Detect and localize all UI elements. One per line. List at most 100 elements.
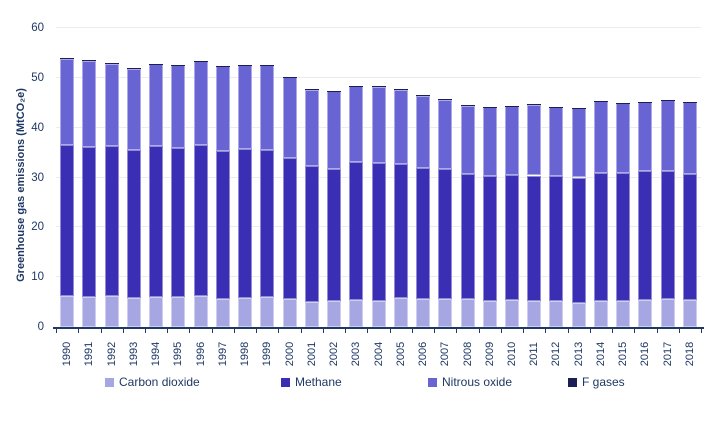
bar-1996-nitrous-oxide [193, 61, 208, 146]
bar-2009-f-gases [482, 106, 497, 108]
x-axis-tick [211, 329, 213, 333]
bar-2007-f-gases [438, 99, 453, 100]
bar-1997-nitrous-oxide [215, 66, 230, 152]
y-tick-label-50: 50 [31, 71, 44, 84]
bar-2001-nitrous-oxide [304, 89, 319, 166]
x-axis-year-label-1999: 1999 [261, 341, 274, 367]
bar-1999-nitrous-oxide [260, 65, 275, 151]
bar-1993-carbon-dioxide [126, 297, 141, 327]
x-axis-tick [278, 329, 280, 333]
bar-1995-f-gases [171, 64, 186, 66]
bar-1996-f-gases [193, 60, 208, 62]
legend-swatch-carbon-dioxide [105, 377, 114, 387]
bar-1995-methane [171, 148, 186, 297]
legend-label-carbon-dioxide: Carbon dioxide [119, 375, 200, 389]
legend-item-nitrous-oxide: Nitrous oxide [428, 375, 512, 389]
bar-2003-carbon-dioxide [349, 299, 364, 327]
bar-1999-f-gases [260, 64, 275, 66]
bar-2013-f-gases [571, 107, 586, 109]
x-axis-tick [100, 329, 102, 333]
bar-2013-carbon-dioxide [571, 302, 586, 327]
bar-2005-nitrous-oxide [393, 89, 408, 164]
legend-label-methane: Methane [295, 375, 342, 389]
bar-1996-methane [193, 145, 208, 296]
bar-2010-methane [504, 175, 519, 300]
x-axis-year-label-1998: 1998 [239, 341, 252, 367]
legend-swatch-nitrous-oxide [428, 377, 437, 387]
x-axis-tick [434, 329, 436, 333]
x-axis-year-label-2003: 2003 [350, 341, 363, 367]
bar-2012-f-gases [549, 106, 564, 108]
bar-2016-f-gases [638, 101, 653, 103]
bar-2018-nitrous-oxide [682, 102, 697, 174]
bar-2018-methane [682, 173, 697, 300]
bar-2000-carbon-dioxide [282, 299, 297, 327]
bar-2011-carbon-dioxide [527, 300, 542, 327]
x-axis-year-label-2009: 2009 [483, 341, 496, 367]
bar-2002-nitrous-oxide [327, 91, 341, 169]
legend-label-f-gases: F gases [582, 375, 625, 389]
bar-1994-methane [149, 146, 164, 297]
legend-swatch-methane [281, 377, 290, 387]
bar-2015-nitrous-oxide [616, 103, 631, 173]
bar-2004-methane [371, 163, 386, 301]
x-axis-tick [56, 329, 57, 333]
bar-2008-nitrous-oxide [460, 105, 475, 174]
bar-2014-carbon-dioxide [593, 300, 608, 327]
y-tick-label-40: 40 [31, 121, 44, 134]
bar-1990-carbon-dioxide [60, 295, 75, 327]
x-axis-tick [167, 329, 169, 333]
bar-2018-carbon-dioxide [682, 299, 697, 327]
x-axis-year-label-1992: 1992 [105, 341, 118, 367]
x-axis-year-label-2012: 2012 [550, 341, 563, 367]
bar-1992-f-gases [104, 63, 119, 64]
x-axis-year-label-2011: 2011 [528, 342, 541, 366]
x-axis-tick [411, 329, 413, 333]
bar-2009-carbon-dioxide [482, 300, 497, 327]
bar-2014-nitrous-oxide [593, 101, 608, 173]
bar-2012-carbon-dioxide [549, 300, 564, 327]
bar-2015-f-gases [616, 102, 631, 104]
bar-1997-f-gases [215, 65, 230, 67]
bar-1999-methane [260, 150, 275, 298]
x-axis-tick [122, 329, 124, 333]
gridline-50 [56, 76, 701, 78]
bar-2002-methane [327, 169, 341, 301]
bar-1995-carbon-dioxide [171, 296, 186, 327]
bar-1993-f-gases [126, 68, 141, 69]
bar-2004-nitrous-oxide [371, 86, 386, 163]
x-axis-year-label-2018: 2018 [683, 341, 696, 367]
bar-2018-f-gases [682, 101, 697, 103]
x-axis-year-label-2000: 2000 [283, 341, 296, 367]
x-axis-tick [656, 329, 658, 333]
x-axis-tick [78, 329, 80, 333]
bar-2003-nitrous-oxide [349, 86, 364, 162]
x-axis-year-label-2008: 2008 [461, 341, 474, 367]
bar-2006-carbon-dioxide [416, 298, 430, 327]
bar-2010-nitrous-oxide [504, 106, 519, 175]
bar-2006-f-gases [416, 95, 430, 96]
x-axis-year-label-2015: 2015 [617, 341, 630, 367]
bar-1993-nitrous-oxide [126, 68, 141, 150]
x-axis-tick [701, 329, 702, 333]
bar-2011-f-gases [527, 104, 542, 105]
bar-1992-carbon-dioxide [104, 295, 119, 327]
bar-2008-f-gases [460, 105, 475, 106]
x-axis-year-label-2006: 2006 [417, 341, 429, 367]
bar-2008-carbon-dioxide [460, 299, 475, 327]
bar-1990-methane [60, 144, 75, 296]
x-axis-year-label-2017: 2017 [661, 341, 674, 367]
y-tick-label-20: 20 [31, 221, 44, 234]
x-axis-year-label-2016: 2016 [639, 341, 652, 367]
bar-1997-carbon-dioxide [215, 299, 230, 327]
y-tick-label-30: 30 [31, 171, 44, 184]
bar-1994-f-gases [149, 63, 164, 65]
bar-2009-methane [482, 176, 497, 301]
bar-2003-f-gases [349, 85, 364, 87]
bar-1996-carbon-dioxide [193, 295, 208, 327]
x-axis-tick [233, 329, 235, 333]
legend-item-methane: Methane [281, 375, 342, 389]
bar-2003-methane [349, 162, 364, 300]
x-axis-year-label-2002: 2002 [328, 341, 340, 367]
